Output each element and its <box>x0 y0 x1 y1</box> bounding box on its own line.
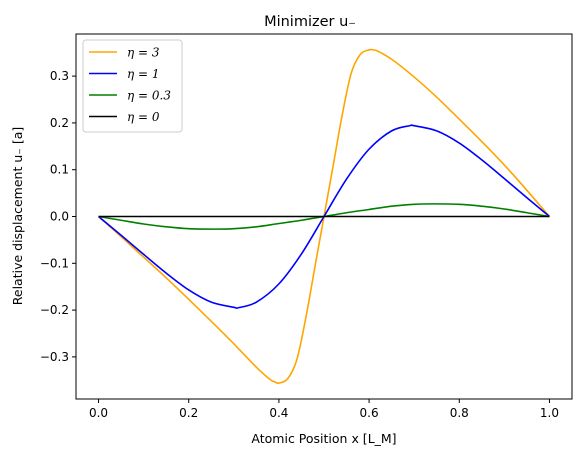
legend-label: η = 0 <box>127 110 160 124</box>
y-axis-label: Relative displacement u₋ [a] <box>10 127 25 306</box>
series-layer <box>98 48 551 385</box>
legend: η = 3 η = 1 η = 0.3 η = 0 <box>82 39 183 133</box>
x-axis-ticks: 0.0 0.2 0.4 0.6 0.8 1.0 <box>89 399 559 420</box>
y-tick-label: −0.1 <box>40 256 69 270</box>
chart-title: Minimizer u₋ <box>264 14 356 30</box>
legend-label: η = 1 <box>127 67 160 81</box>
y-tick-label: 0.1 <box>50 163 69 177</box>
x-tick-label: 0.8 <box>450 406 469 420</box>
y-tick-label: 0.0 <box>50 210 69 224</box>
x-tick-label: 0.2 <box>179 406 198 420</box>
x-tick-label: 0.0 <box>89 406 108 420</box>
x-axis-label: Atomic Position x [L_M] <box>251 431 396 446</box>
y-tick-label: −0.3 <box>40 350 69 364</box>
legend-label: η = 0.3 <box>127 89 171 103</box>
y-tick-label: −0.2 <box>40 303 69 317</box>
legend-label: η = 3 <box>127 46 160 60</box>
x-tick-label: 0.6 <box>360 406 379 420</box>
y-axis-ticks: −0.3 −0.2 −0.1 0.0 0.1 0.2 0.3 <box>40 69 76 364</box>
y-tick-label: 0.3 <box>50 69 69 83</box>
x-tick-label: 0.4 <box>269 406 288 420</box>
legend-box <box>82 39 183 133</box>
y-tick-label: 0.2 <box>50 116 69 130</box>
plot-frame <box>75 33 573 400</box>
x-tick-label: 1.0 <box>540 406 559 420</box>
